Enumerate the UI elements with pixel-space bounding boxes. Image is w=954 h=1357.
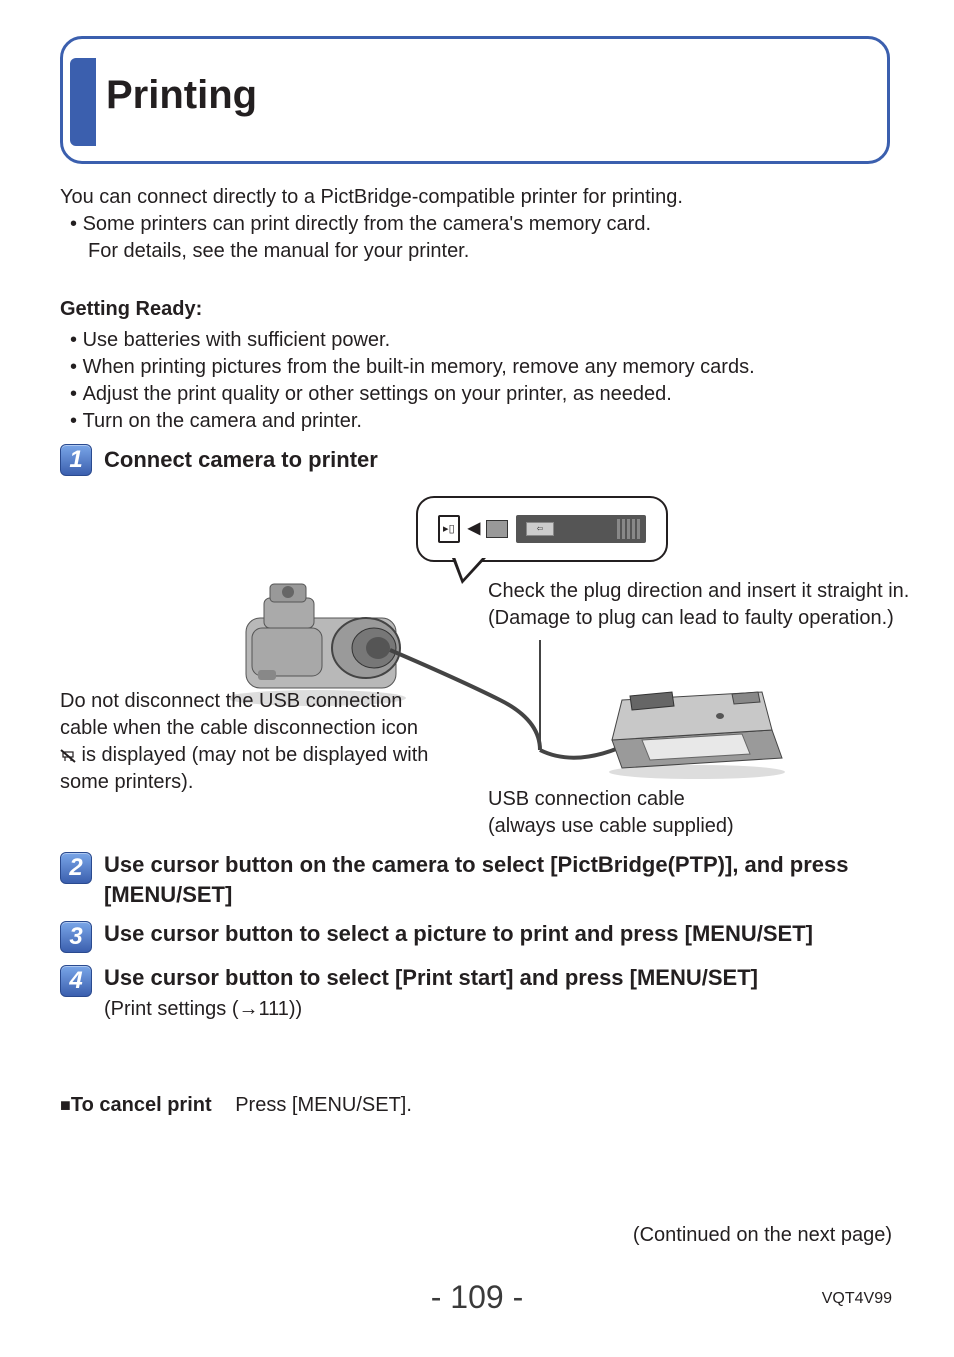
cancel-title: To cancel print	[71, 1094, 212, 1116]
step-2: 2 Use cursor button on the camera to sel…	[60, 850, 890, 909]
printer-illustration	[602, 670, 792, 780]
port-icon: ▸▯	[438, 515, 460, 543]
plug-callout: ▸▯ ◀ ⇦	[416, 496, 668, 562]
step-badge-3: 3	[60, 921, 92, 953]
callout-line1: Check the plug direction and insert it s…	[488, 578, 954, 605]
callout-text: Check the plug direction and insert it s…	[488, 578, 954, 632]
dw-l1: Do not disconnect the USB connection	[60, 688, 440, 715]
intro-block: You can connect directly to a PictBridge…	[60, 184, 890, 265]
intro-line1: You can connect directly to a PictBridge…	[60, 184, 890, 211]
intro-bullet1: Some printers can print directly from th…	[60, 211, 890, 238]
callout-line2: (Damage to plug can lead to faulty opera…	[488, 605, 954, 632]
page-number: - 109 -	[0, 1276, 954, 1319]
step-4-title-text: Use cursor button to select [Print start…	[104, 965, 758, 990]
page-title: Printing	[106, 68, 257, 122]
step-3: 3 Use cursor button to select a picture …	[60, 919, 890, 953]
cable-disconnect-icon	[60, 749, 76, 763]
intro-bullet1-cont: For details, see the manual for your pri…	[60, 238, 890, 265]
dw-l3a: is displayed (may not be displayed with	[76, 744, 428, 766]
cancel-body: Press [MENU/SET].	[235, 1094, 412, 1116]
step-1-title: Connect camera to printer	[104, 445, 378, 475]
step-badge-4: 4	[60, 965, 92, 997]
dw-l4: some printers).	[60, 769, 440, 796]
connection-diagram: ▸▯ ◀ ⇦ Check the plug direction and inse…	[60, 490, 890, 830]
step-badge-1: 1	[60, 444, 92, 476]
dw-l2: cable when the cable disconnection icon	[60, 715, 440, 742]
document-id: VQT4V99	[822, 1288, 892, 1310]
getting-ready-block: Getting Ready: Use batteries with suffic…	[60, 296, 890, 435]
cable-label-l2: (always use cable supplied)	[488, 813, 788, 840]
step-4: 4 Use cursor button to select [Print sta…	[60, 963, 890, 1023]
step-4-title: Use cursor button to select [Print start…	[104, 963, 890, 1023]
dw-l3: is displayed (may not be displayed with	[60, 742, 440, 769]
step-1: 1 Connect camera to printer	[60, 444, 890, 476]
gr-item-1: When printing pictures from the built-in…	[60, 354, 890, 381]
getting-ready-heading: Getting Ready:	[60, 296, 890, 323]
plug-grip-icon	[617, 519, 640, 539]
gr-item-2: Adjust the print quality or other settin…	[60, 381, 890, 408]
gr-item-0: Use batteries with sufficient power.	[60, 327, 890, 354]
step-badge-2: 2	[60, 852, 92, 884]
arrow-left-icon: ◀	[468, 518, 480, 540]
cable-label: USB connection cable (always use cable s…	[488, 786, 788, 840]
step-2-title: Use cursor button on the camera to selec…	[104, 850, 890, 909]
continued-note: (Continued on the next page)	[633, 1222, 892, 1249]
callout-tail-inner-icon	[455, 557, 483, 579]
step-3-title: Use cursor button to select a picture to…	[104, 919, 890, 949]
title-accent-bar	[70, 58, 96, 146]
cable-label-l1: USB connection cable	[488, 786, 788, 813]
steps-2-4: 2 Use cursor button on the camera to sel…	[60, 850, 890, 1033]
disconnect-warning: Do not disconnect the USB connection cab…	[60, 688, 440, 796]
plug-tip-icon	[486, 520, 508, 538]
plug-body-icon: ⇦	[516, 515, 646, 543]
square-marker-icon: ■	[60, 1095, 71, 1115]
gr-item-3: Turn on the camera and printer.	[60, 408, 890, 435]
step-4-sub: (Print settings (→111))	[104, 998, 302, 1020]
plug-label-icon: ⇦	[526, 522, 554, 536]
cancel-print-block: ■To cancel print Press [MENU/SET].	[60, 1092, 890, 1119]
